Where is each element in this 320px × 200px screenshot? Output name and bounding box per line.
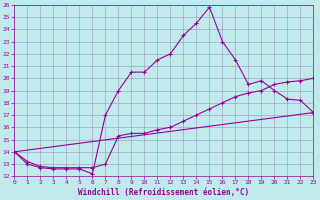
X-axis label: Windchill (Refroidissement éolien,°C): Windchill (Refroidissement éolien,°C) [78, 188, 250, 197]
